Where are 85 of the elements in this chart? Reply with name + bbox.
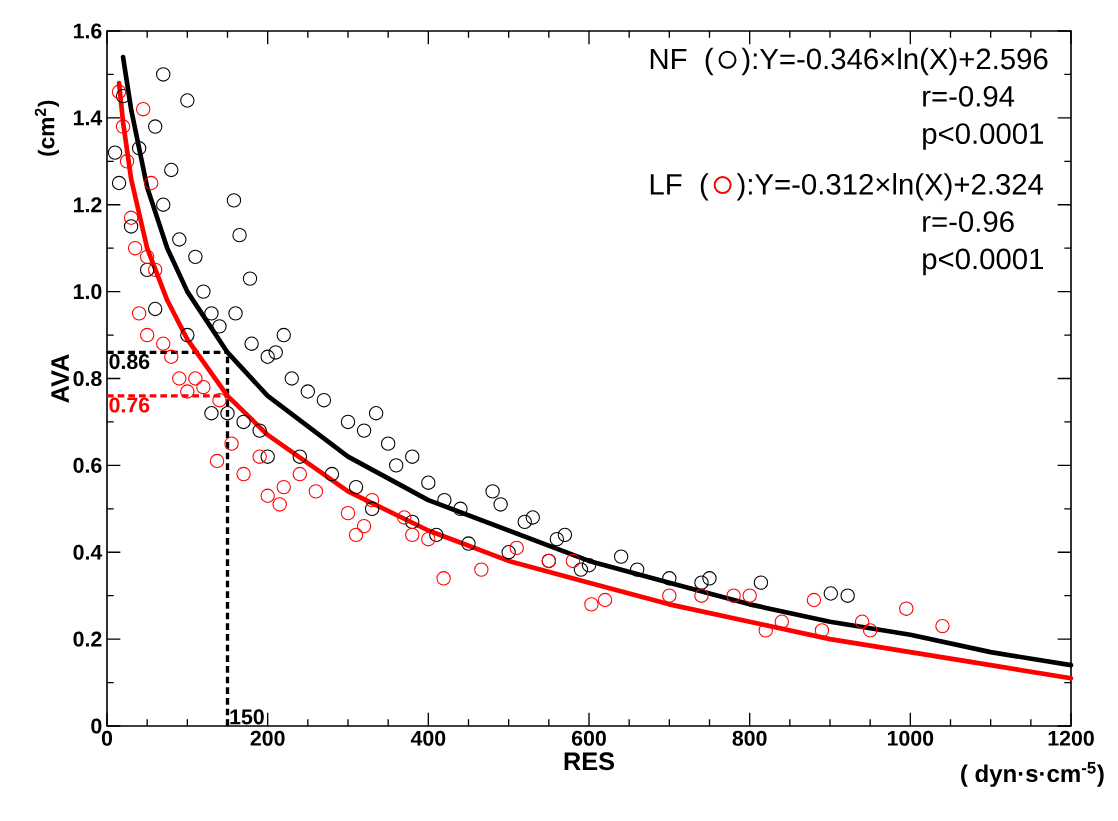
x-tick-label: 400 [410,730,446,746]
point [135,101,151,117]
x-tick-label: 600 [571,730,606,746]
point [364,492,380,508]
y-tick-label: 1.2 [73,197,102,213]
point [164,349,179,364]
point [209,453,225,469]
point [436,571,451,586]
point [356,518,372,534]
annotation: ):Y=-0.312×ln(X)+2.324 [736,173,1044,201]
point [340,505,356,521]
point [742,588,757,603]
point [196,379,211,395]
point [131,306,147,321]
ref-line-label: 150 [230,709,264,725]
point [123,210,139,225]
point [758,623,773,638]
point [260,488,275,503]
point [143,175,159,191]
annotation: ( [705,47,714,76]
point [139,249,155,265]
x-axis-title: RES [564,752,615,771]
annotation: p<0.0001 [923,123,1043,150]
y-tick-label: 0.4 [73,544,103,560]
ref-line-label: 0.76 [109,397,150,413]
text: ( dyn·s·cm$^{-5}$) [961,761,1104,787]
x-tick-label: 1000 [887,730,934,746]
point [348,527,364,543]
point [236,466,251,482]
point [308,484,324,499]
y-tick-label: 0.8 [73,370,102,387]
point [405,527,420,543]
point [397,510,412,525]
point [111,84,127,100]
y-tick-label: 1.4 [73,110,103,126]
point [148,262,163,278]
point [292,466,308,482]
point [806,592,822,608]
x-tick-label: 1200 [1048,730,1094,746]
point [188,371,203,386]
point [565,553,581,569]
point [421,532,436,547]
annotation: r=-0.94 [923,85,1015,107]
point [224,436,239,451]
point [127,240,143,256]
ref-line-label: 0.86 [109,354,150,370]
point [115,119,131,134]
point [474,562,489,577]
x-tick-label: 800 [732,730,767,746]
point [272,497,287,512]
point [119,154,135,169]
point [584,597,599,612]
annotation: p<0.0001 [923,248,1043,276]
point [172,371,187,386]
point [509,540,524,556]
point [774,614,790,629]
text: (cm$^{2}$) [34,100,59,156]
point [694,588,709,603]
point [597,592,613,608]
point [276,479,291,495]
x-tick-label: 0 [101,730,113,746]
x-tick-label: 200 [250,730,285,746]
annotation: ( [700,173,709,201]
y-tick-label: 0 [91,718,102,734]
point [899,601,914,616]
point [180,384,195,399]
point [935,618,950,634]
y-axis-title: AVA [51,354,69,403]
point [814,623,830,638]
point [252,449,267,464]
point [212,393,227,408]
annotation: r=-0.96 [923,211,1014,233]
y-tick-label: 1.0 [73,284,102,300]
point [662,588,677,603]
point [862,623,878,638]
point [156,336,171,351]
y-tick-label: 1.6 [73,23,102,39]
annotation: ):Y=-0.346×ln(X)+2.596 [741,47,1048,76]
legend-label: LF [650,174,682,195]
point [726,588,741,603]
point [139,327,155,343]
y-tick-label: 0.2 [73,631,102,647]
legend-label: NF [650,48,687,70]
y-tick-label: 0.6 [73,457,102,473]
point [854,614,870,629]
